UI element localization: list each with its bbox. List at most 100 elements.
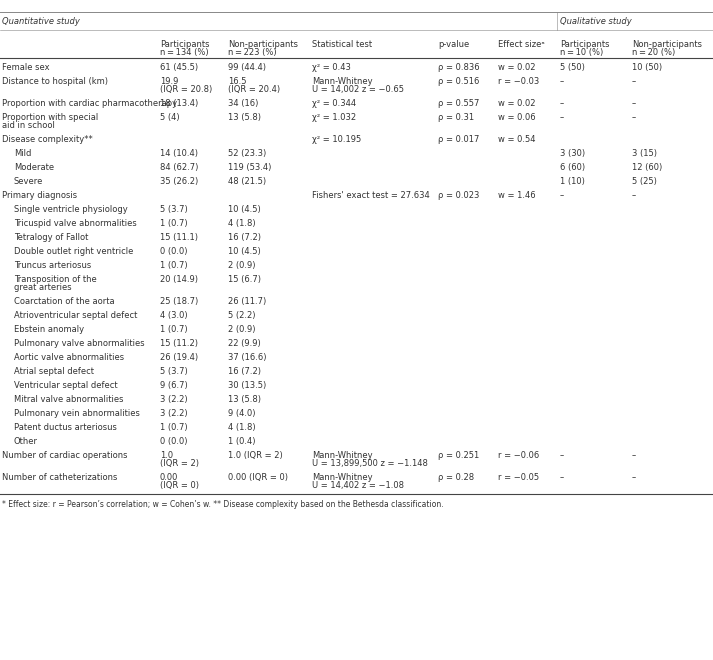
Text: –: – — [560, 451, 564, 460]
Text: aid in school: aid in school — [2, 121, 55, 130]
Text: 16.5: 16.5 — [228, 77, 247, 86]
Text: 15 (11.1): 15 (11.1) — [160, 233, 198, 242]
Text: 61 (45.5): 61 (45.5) — [160, 63, 198, 72]
Text: –: – — [632, 77, 636, 86]
Text: w = 1.46: w = 1.46 — [498, 191, 535, 200]
Text: Statistical test: Statistical test — [312, 40, 372, 49]
Text: Double outlet right ventricle: Double outlet right ventricle — [14, 247, 133, 256]
Text: 3 (2.2): 3 (2.2) — [160, 409, 188, 418]
Text: 1 (0.7): 1 (0.7) — [160, 423, 188, 432]
Text: Proportion with special: Proportion with special — [2, 113, 98, 122]
Text: 9 (6.7): 9 (6.7) — [160, 381, 188, 390]
Text: w = 0.02: w = 0.02 — [498, 63, 535, 72]
Text: p-value: p-value — [438, 40, 469, 49]
Text: Female sex: Female sex — [2, 63, 50, 72]
Text: Mild: Mild — [14, 149, 31, 158]
Text: 15 (11.2): 15 (11.2) — [160, 339, 198, 348]
Text: 52 (23.3): 52 (23.3) — [228, 149, 266, 158]
Text: Disease complexity**: Disease complexity** — [2, 135, 93, 144]
Text: ρ = 0.557: ρ = 0.557 — [438, 99, 479, 108]
Text: 12 (60): 12 (60) — [632, 163, 662, 172]
Text: n = 10 (%): n = 10 (%) — [560, 48, 603, 57]
Text: Distance to hospital (km): Distance to hospital (km) — [2, 77, 108, 86]
Text: U = 14,002 z = −0.65: U = 14,002 z = −0.65 — [312, 85, 404, 94]
Text: 2 (0.9): 2 (0.9) — [228, 261, 255, 270]
Text: Quantitative study: Quantitative study — [2, 18, 80, 26]
Text: Proportion with cardiac pharmacotherapy: Proportion with cardiac pharmacotherapy — [2, 99, 177, 108]
Text: Patent ductus arteriosus: Patent ductus arteriosus — [14, 423, 117, 432]
Text: 22 (9.9): 22 (9.9) — [228, 339, 261, 348]
Text: 4 (1.8): 4 (1.8) — [228, 219, 256, 228]
Text: 1 (0.4): 1 (0.4) — [228, 437, 255, 446]
Text: Primary diagnosis: Primary diagnosis — [2, 191, 77, 200]
Text: χ² = 0.43: χ² = 0.43 — [312, 63, 351, 72]
Text: Transposition of the: Transposition of the — [14, 275, 97, 284]
Text: Mitral valve abnormalities: Mitral valve abnormalities — [14, 395, 123, 404]
Text: 37 (16.6): 37 (16.6) — [228, 353, 267, 362]
Text: (IQR = 0): (IQR = 0) — [160, 481, 199, 490]
Text: 34 (16): 34 (16) — [228, 99, 258, 108]
Text: 4 (3.0): 4 (3.0) — [160, 311, 188, 320]
Text: n = 134 (%): n = 134 (%) — [160, 48, 209, 57]
Text: U = 14,402 z = −1.08: U = 14,402 z = −1.08 — [312, 481, 404, 490]
Text: –: – — [560, 77, 564, 86]
Text: 4 (1.8): 4 (1.8) — [228, 423, 256, 432]
Text: 6 (60): 6 (60) — [560, 163, 585, 172]
Text: Coarctation of the aorta: Coarctation of the aorta — [14, 297, 115, 306]
Text: 2 (0.9): 2 (0.9) — [228, 325, 255, 334]
Text: ρ = 0.017: ρ = 0.017 — [438, 135, 479, 144]
Text: 1 (0.7): 1 (0.7) — [160, 325, 188, 334]
Text: U = 13,899,500 z = −1.148: U = 13,899,500 z = −1.148 — [312, 459, 428, 468]
Text: r = −0.05: r = −0.05 — [498, 473, 539, 482]
Text: ρ = 0.516: ρ = 0.516 — [438, 77, 479, 86]
Text: –: – — [632, 113, 636, 122]
Text: 1 (0.7): 1 (0.7) — [160, 219, 188, 228]
Text: Participants: Participants — [160, 40, 210, 49]
Text: –: – — [560, 191, 564, 200]
Text: Tricuspid valve abnormalities: Tricuspid valve abnormalities — [14, 219, 137, 228]
Text: χ² = 0.344: χ² = 0.344 — [312, 99, 356, 108]
Text: 99 (44.4): 99 (44.4) — [228, 63, 266, 72]
Text: w = 0.54: w = 0.54 — [498, 135, 535, 144]
Text: 5 (3.7): 5 (3.7) — [160, 367, 188, 376]
Text: ρ = 0.251: ρ = 0.251 — [438, 451, 479, 460]
Text: ρ = 0.28: ρ = 0.28 — [438, 473, 474, 482]
Text: Effect sizeᵃ: Effect sizeᵃ — [498, 40, 545, 49]
Text: Qualitative study: Qualitative study — [560, 18, 632, 26]
Text: n = 223 (%): n = 223 (%) — [228, 48, 277, 57]
Text: 18 (13.4): 18 (13.4) — [160, 99, 198, 108]
Text: * Effect size: r = Pearson’s correlation; w = Cohen’s w. ** Disease complexity b: * Effect size: r = Pearson’s correlation… — [2, 500, 443, 509]
Text: w = 0.06: w = 0.06 — [498, 113, 535, 122]
Text: –: – — [632, 99, 636, 108]
Text: r = −0.03: r = −0.03 — [498, 77, 539, 86]
Text: 15 (6.7): 15 (6.7) — [228, 275, 261, 284]
Text: ρ = 0.836: ρ = 0.836 — [438, 63, 480, 72]
Text: Mann-Whitney: Mann-Whitney — [312, 451, 373, 460]
Text: 3 (15): 3 (15) — [632, 149, 657, 158]
Text: 1 (0.7): 1 (0.7) — [160, 261, 188, 270]
Text: Severe: Severe — [14, 177, 43, 186]
Text: 119 (53.4): 119 (53.4) — [228, 163, 272, 172]
Text: 5 (3.7): 5 (3.7) — [160, 205, 188, 214]
Text: 0.00 (IQR = 0): 0.00 (IQR = 0) — [228, 473, 288, 482]
Text: 20 (14.9): 20 (14.9) — [160, 275, 198, 284]
Text: 3 (30): 3 (30) — [560, 149, 585, 158]
Text: Number of catheterizations: Number of catheterizations — [2, 473, 118, 482]
Text: Atrial septal defect: Atrial septal defect — [14, 367, 94, 376]
Text: Other: Other — [14, 437, 38, 446]
Text: 10 (4.5): 10 (4.5) — [228, 247, 261, 256]
Text: great arteries: great arteries — [14, 283, 71, 292]
Text: 26 (11.7): 26 (11.7) — [228, 297, 266, 306]
Text: (IQR = 20.8): (IQR = 20.8) — [160, 85, 212, 94]
Text: Mann-Whitney: Mann-Whitney — [312, 77, 373, 86]
Text: –: – — [560, 99, 564, 108]
Text: r = −0.06: r = −0.06 — [498, 451, 539, 460]
Text: 26 (19.4): 26 (19.4) — [160, 353, 198, 362]
Text: Non-participants: Non-participants — [228, 40, 298, 49]
Text: Pulmonary vein abnormalities: Pulmonary vein abnormalities — [14, 409, 140, 418]
Text: –: – — [560, 473, 564, 482]
Text: Moderate: Moderate — [14, 163, 54, 172]
Text: Mann-Whitney: Mann-Whitney — [312, 473, 373, 482]
Text: (IQR = 20.4): (IQR = 20.4) — [228, 85, 280, 94]
Text: Fishers' exact test = 27.634: Fishers' exact test = 27.634 — [312, 191, 430, 200]
